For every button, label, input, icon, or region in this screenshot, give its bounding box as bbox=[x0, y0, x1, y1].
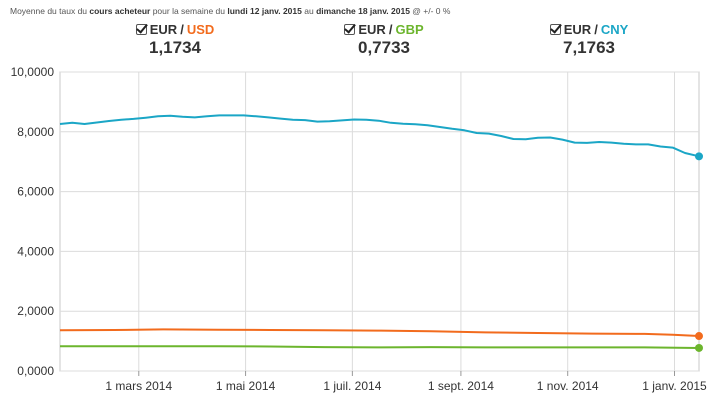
legend-base: EUR bbox=[149, 22, 178, 37]
y-tick-label: 4,0000 bbox=[17, 244, 54, 258]
legend-base: EUR bbox=[563, 22, 592, 37]
legend-separator: / bbox=[180, 22, 184, 37]
checkbox-icon[interactable] bbox=[549, 24, 561, 35]
series-line-eur-cny bbox=[59, 114, 700, 158]
y-tick-label: 8,0000 bbox=[17, 125, 54, 139]
legend-value: 7,1763 bbox=[563, 38, 615, 57]
x-tick-label: 1 nov. 2014 bbox=[537, 379, 599, 393]
legend-item-eur-usd[interactable]: EUR / USD 1,1734 bbox=[95, 22, 255, 58]
x-tick-label: 1 sept. 2014 bbox=[428, 379, 494, 393]
legend-quote: CNY bbox=[600, 22, 629, 37]
y-tick-label: 0,0000 bbox=[17, 364, 54, 378]
series-end-point-eur-usd bbox=[695, 332, 703, 341]
x-tick-label: 1 mars 2014 bbox=[105, 379, 172, 393]
checkbox-icon[interactable] bbox=[135, 24, 147, 35]
y-tick-label: 2,0000 bbox=[17, 304, 54, 318]
legend-quote: GBP bbox=[395, 22, 424, 37]
x-tick-label: 1 juil. 2014 bbox=[323, 379, 381, 393]
series-end-point-eur-gbp bbox=[695, 343, 703, 352]
subtitle-part: pour la semaine du bbox=[150, 6, 228, 16]
legend-value: 0,7733 bbox=[358, 38, 410, 57]
y-tick-label: 10,0000 bbox=[11, 65, 55, 79]
legend-item-eur-cny[interactable]: EUR / CNY 7,1763 bbox=[509, 22, 669, 58]
subtitle-part: lundi 12 janv. 2015 bbox=[227, 6, 302, 16]
legend-base: EUR bbox=[358, 22, 386, 37]
x-tick-label: 1 janv. 2015 bbox=[642, 379, 707, 393]
checkbox-icon[interactable] bbox=[344, 24, 356, 35]
legend-quote: USD bbox=[186, 22, 215, 37]
chart-subtitle: Moyenne du taux du cours acheteur pour l… bbox=[10, 6, 450, 16]
subtitle-part: Moyenne du taux du bbox=[10, 6, 90, 16]
legend-separator: / bbox=[594, 22, 598, 37]
series-line-eur-usd bbox=[59, 328, 700, 337]
subtitle-part: au bbox=[301, 6, 317, 16]
subtitle-part: @ +/- 0 % bbox=[409, 6, 451, 16]
y-tick-label: 6,0000 bbox=[17, 185, 54, 199]
legend-item-eur-gbp[interactable]: EUR / GBP 0,7733 bbox=[304, 22, 464, 58]
series-end-point-eur-cny bbox=[695, 152, 703, 161]
subtitle-part: cours acheteur bbox=[89, 6, 151, 16]
x-tick-label: 1 mai 2014 bbox=[216, 379, 276, 393]
series-line-eur-gbp bbox=[60, 345, 700, 349]
legend-separator: / bbox=[388, 22, 393, 37]
legend-value: 1,1734 bbox=[149, 38, 201, 57]
subtitle-part: dimanche 18 janv. 2015 bbox=[316, 6, 410, 16]
